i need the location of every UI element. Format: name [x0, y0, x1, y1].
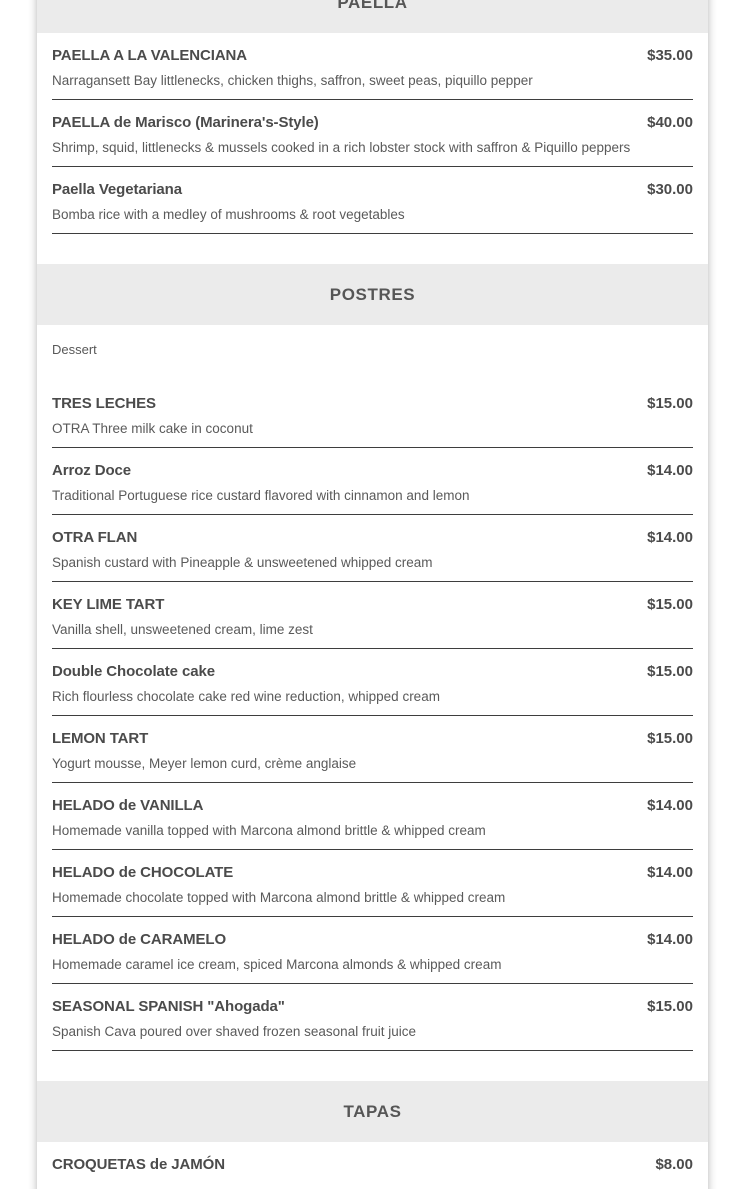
item-row: Double Chocolate cake $15.00: [52, 661, 693, 682]
item-row: HELADO de CHOCOLATE $14.00: [52, 862, 693, 883]
menu-item: PAELLA A LA VALENCIANA $35.00 Narraganse…: [52, 33, 693, 100]
item-row: Arroz Doce $14.00: [52, 460, 693, 481]
section-header-postres: POSTRES: [37, 264, 708, 325]
item-description: Vanilla shell, unsweetened cream, lime z…: [52, 622, 313, 637]
item-row: CROQUETAS de JAMÓN $8.00: [52, 1154, 693, 1175]
item-description: Homemade chocolate topped with Marcona a…: [52, 890, 506, 905]
item-price: $15.00: [647, 395, 693, 412]
menu-section-paella: PAELLA PAELLA A LA VALENCIANA $35.00 Nar…: [37, 0, 708, 264]
item-price: $15.00: [647, 663, 693, 680]
item-name: CROQUETAS de JAMÓN: [52, 1156, 225, 1173]
item-price: $30.00: [647, 181, 693, 198]
item-row: SEASONAL SPANISH "Ahogada" $15.00: [52, 996, 693, 1017]
item-row: PAELLA A LA VALENCIANA $35.00: [52, 45, 693, 66]
item-description: Homemade vanilla topped with Marcona alm…: [52, 823, 486, 838]
item-row: KEY LIME TART $15.00: [52, 594, 693, 615]
menu-card: PAELLA PAELLA A LA VALENCIANA $35.00 Nar…: [37, 0, 708, 1189]
section-header-paella: PAELLA: [37, 0, 708, 33]
item-description: OTRA Three milk cake in coconut: [52, 421, 253, 436]
item-description: Spanish Cava poured over shaved frozen s…: [52, 1024, 416, 1039]
item-description: Traditional Portuguese rice custard flav…: [52, 488, 470, 503]
item-description: Yogurt mousse, Meyer lemon curd, crème a…: [52, 756, 357, 771]
menu-item: PAELLA de Marisco (Marinera's-Style) $40…: [52, 100, 693, 167]
menu-item: Double Chocolate cake $15.00 Rich flourl…: [52, 649, 693, 716]
item-price: $14.00: [647, 797, 693, 814]
menu-item: Paella Vegetariana $30.00 Bomba rice wit…: [52, 167, 693, 234]
section-title: PAELLA: [337, 0, 408, 12]
item-name: PAELLA de Marisco (Marinera's-Style): [52, 114, 319, 131]
menu-item: HELADO de CARAMELO $14.00 Homemade caram…: [52, 917, 693, 984]
item-price: $14.00: [647, 864, 693, 881]
item-description: Bomba rice with a medley of mushrooms & …: [52, 207, 405, 222]
menu-item: SEASONAL SPANISH "Ahogada" $15.00 Spanis…: [52, 984, 693, 1051]
item-name: LEMON TART: [52, 730, 149, 747]
section-subtitle: Dessert: [52, 342, 97, 357]
section-body-paella: PAELLA A LA VALENCIANA $35.00 Narraganse…: [37, 33, 708, 264]
menu-item: LEMON TART $15.00 Yogurt mousse, Meyer l…: [52, 716, 693, 783]
menu-section-tapas: TAPAS CROQUETAS de JAMÓN $8.00: [37, 1081, 708, 1189]
item-name: PAELLA A LA VALENCIANA: [52, 47, 248, 64]
section-body-tapas: CROQUETAS de JAMÓN $8.00: [37, 1142, 708, 1189]
item-price: $8.00: [655, 1156, 693, 1173]
menu-item: CROQUETAS de JAMÓN $8.00: [52, 1142, 693, 1189]
item-price: $40.00: [647, 114, 693, 131]
item-name: Arroz Doce: [52, 462, 132, 479]
section-title: TAPAS: [343, 1101, 402, 1121]
menu-item: HELADO de CHOCOLATE $14.00 Homemade choc…: [52, 850, 693, 917]
item-name: HELADO de CARAMELO: [52, 931, 227, 948]
item-price: $14.00: [647, 931, 693, 948]
item-row: LEMON TART $15.00: [52, 728, 693, 749]
item-price: $15.00: [647, 730, 693, 747]
menu-item: TRES LECHES $15.00 OTRA Three milk cake …: [52, 381, 693, 448]
item-row: Paella Vegetariana $30.00: [52, 179, 693, 200]
item-price: $15.00: [647, 998, 693, 1015]
item-price: $14.00: [647, 529, 693, 546]
item-description: Homemade caramel ice cream, spiced Marco…: [52, 957, 502, 972]
item-name: KEY LIME TART: [52, 596, 165, 613]
item-price: $15.00: [647, 596, 693, 613]
item-name: TRES LECHES: [52, 395, 156, 412]
item-row: HELADO de CARAMELO $14.00: [52, 929, 693, 950]
item-row: OTRA FLAN $14.00: [52, 527, 693, 548]
menu-item: OTRA FLAN $14.00 Spanish custard with Pi…: [52, 515, 693, 582]
menu-item: Arroz Doce $14.00 Traditional Portuguese…: [52, 448, 693, 515]
item-name: HELADO de VANILLA: [52, 797, 204, 814]
item-description: Rich flourless chocolate cake red wine r…: [52, 689, 440, 704]
item-name: Double Chocolate cake: [52, 663, 215, 680]
section-title: POSTRES: [329, 284, 416, 304]
item-name: OTRA FLAN: [52, 529, 138, 546]
menu-section-postres: POSTRES Dessert TRES LECHES $15.00 OTRA …: [37, 264, 708, 1081]
item-row: HELADO de VANILLA $14.00: [52, 795, 693, 816]
item-row: PAELLA de Marisco (Marinera's-Style) $40…: [52, 112, 693, 133]
menu-item: HELADO de VANILLA $14.00 Homemade vanill…: [52, 783, 693, 850]
item-row: TRES LECHES $15.00: [52, 393, 693, 414]
item-description: Spanish custard with Pineapple & unsweet…: [52, 555, 433, 570]
menu-item: KEY LIME TART $15.00 Vanilla shell, unsw…: [52, 582, 693, 649]
section-header-tapas: TAPAS: [37, 1081, 708, 1142]
section-body-postres: Dessert TRES LECHES $15.00 OTRA Three mi…: [37, 325, 708, 1081]
item-name: Paella Vegetariana: [52, 181, 182, 198]
item-price: $35.00: [647, 47, 693, 64]
item-price: $14.00: [647, 462, 693, 479]
item-name: HELADO de CHOCOLATE: [52, 864, 234, 881]
item-description: Shrimp, squid, littlenecks & mussels coo…: [52, 140, 631, 155]
item-description: Narragansett Bay littlenecks, chicken th…: [52, 73, 533, 88]
item-name: SEASONAL SPANISH "Ahogada": [52, 998, 285, 1015]
